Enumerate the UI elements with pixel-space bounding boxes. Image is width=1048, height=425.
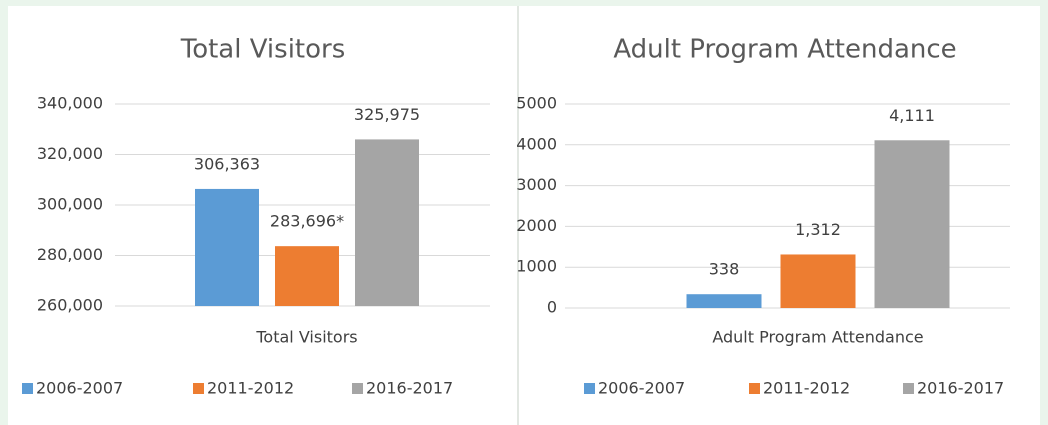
y-tick-label: 4000: [516, 134, 557, 153]
legend-label: 2016-2017: [917, 379, 1004, 398]
data-label: 306,363: [194, 154, 260, 173]
legend-swatch: [352, 383, 363, 394]
y-tick-label: 1000: [516, 257, 557, 276]
legend-swatch: [22, 383, 33, 394]
legend-label: 2016-2017: [366, 379, 453, 398]
legend-swatch: [584, 383, 595, 394]
legend-label: 2011-2012: [763, 379, 850, 398]
y-tick-label: 0: [547, 298, 557, 317]
y-tick-label: 2000: [516, 216, 557, 235]
bar: [275, 246, 339, 306]
panel: [8, 6, 517, 425]
chart-title: Total Visitors: [180, 35, 346, 65]
data-label: 283,696*: [270, 212, 344, 231]
legend-swatch: [903, 383, 914, 394]
panel: [519, 6, 1040, 425]
legend-swatch: [193, 383, 204, 394]
chart-title: Adult Program Attendance: [613, 35, 956, 65]
bar: [780, 254, 856, 308]
y-tick-label: 340,000: [37, 94, 103, 113]
y-tick-label: 260,000: [37, 296, 103, 315]
data-label: 325,975: [354, 105, 420, 124]
x-tick-label: Total Visitors: [255, 328, 357, 347]
data-label: 1,312: [795, 220, 841, 239]
bar: [686, 294, 762, 308]
bar: [874, 140, 950, 308]
y-tick-label: 280,000: [37, 245, 103, 264]
legend-label: 2006-2007: [598, 379, 685, 398]
legend-label: 2006-2007: [36, 379, 123, 398]
x-tick-label: Adult Program Attendance: [712, 328, 923, 347]
bar: [195, 188, 259, 306]
bar: [355, 139, 419, 306]
data-label: 4,111: [889, 106, 935, 125]
y-tick-label: 300,000: [37, 195, 103, 214]
legend-label: 2011-2012: [207, 379, 294, 398]
y-tick-label: 5000: [516, 94, 557, 113]
legend-swatch: [749, 383, 760, 394]
data-label: 338: [709, 260, 740, 279]
y-tick-label: 3000: [516, 175, 557, 194]
y-tick-label: 320,000: [37, 144, 103, 163]
